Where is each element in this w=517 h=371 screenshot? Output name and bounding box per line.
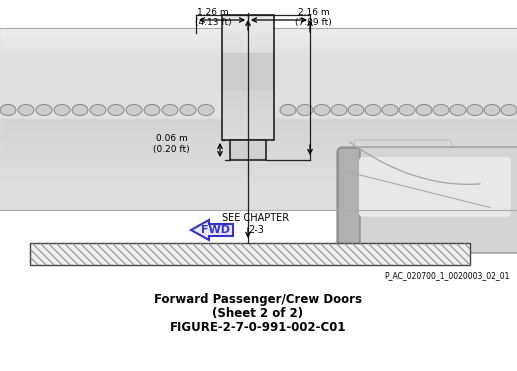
Bar [30, 243, 470, 265]
Ellipse shape [72, 105, 88, 115]
Ellipse shape [18, 105, 34, 115]
Ellipse shape [0, 105, 16, 115]
Ellipse shape [314, 105, 330, 115]
Ellipse shape [331, 105, 347, 115]
Ellipse shape [126, 105, 142, 115]
Text: (Sheet 2 of 2): (Sheet 2 of 2) [212, 307, 303, 320]
FancyBboxPatch shape [337, 147, 517, 253]
Ellipse shape [36, 105, 52, 115]
Text: FIGURE-2-7-0-991-002-C01: FIGURE-2-7-0-991-002-C01 [170, 321, 346, 334]
FancyArrow shape [191, 220, 233, 240]
Ellipse shape [399, 105, 415, 115]
Text: 1.26 m
(4.13 ft): 1.26 m (4.13 ft) [195, 8, 231, 27]
Bar [0, 28, 517, 210]
Ellipse shape [348, 105, 364, 115]
Ellipse shape [450, 105, 466, 115]
Ellipse shape [297, 105, 313, 115]
Polygon shape [340, 140, 480, 210]
Text: 2.16 m
(7.09 ft): 2.16 m (7.09 ft) [295, 8, 332, 27]
Ellipse shape [54, 105, 70, 115]
FancyBboxPatch shape [338, 148, 360, 252]
Ellipse shape [90, 105, 106, 115]
Text: SEE CHAPTER
2-3: SEE CHAPTER 2-3 [222, 213, 290, 234]
Ellipse shape [162, 105, 178, 115]
Ellipse shape [382, 105, 398, 115]
Text: P_AC_020700_1_0020003_02_01: P_AC_020700_1_0020003_02_01 [385, 271, 510, 280]
Ellipse shape [501, 105, 517, 115]
Bar [230, 140, 266, 160]
Ellipse shape [144, 105, 160, 115]
Ellipse shape [280, 105, 296, 115]
Text: Forward Passenger/Crew Doors: Forward Passenger/Crew Doors [154, 293, 362, 306]
Ellipse shape [365, 105, 381, 115]
Ellipse shape [433, 105, 449, 115]
FancyBboxPatch shape [359, 157, 511, 217]
Ellipse shape [467, 105, 483, 115]
Ellipse shape [484, 105, 500, 115]
Ellipse shape [180, 105, 196, 115]
Bar [222, 15, 274, 140]
Ellipse shape [108, 105, 124, 115]
Ellipse shape [416, 105, 432, 115]
Text: FWD: FWD [201, 225, 230, 235]
Ellipse shape [198, 105, 214, 115]
Text: 0.06 m
(0.20 ft): 0.06 m (0.20 ft) [154, 134, 190, 154]
